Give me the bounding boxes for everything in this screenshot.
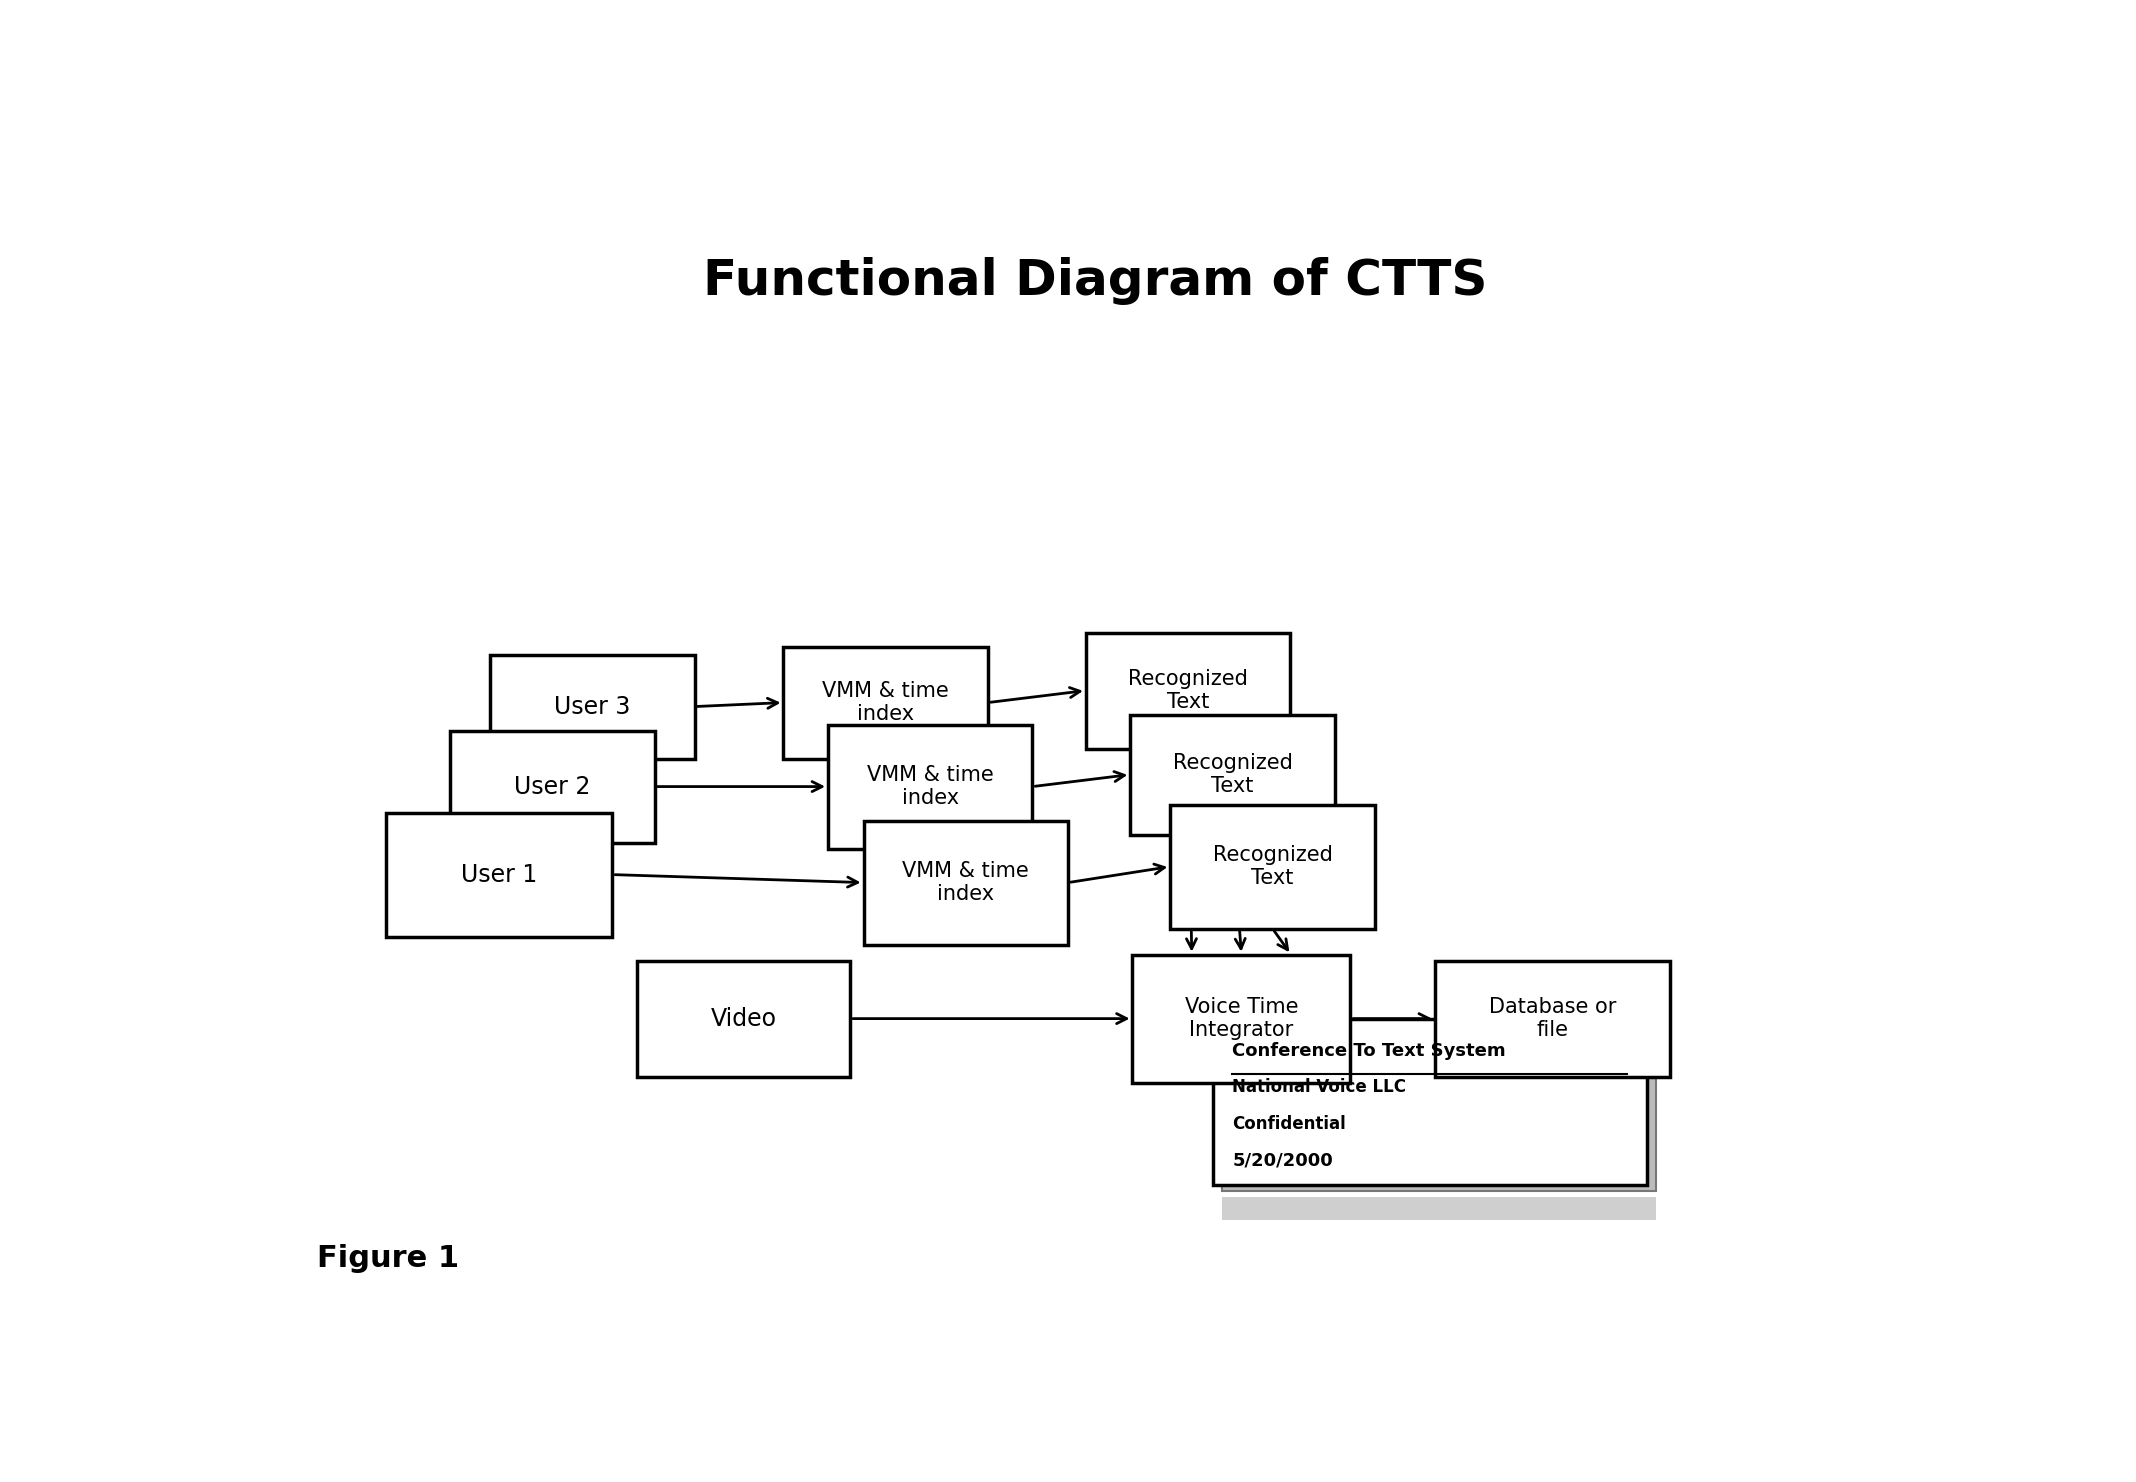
FancyBboxPatch shape — [863, 821, 1068, 944]
Text: Recognized
Text: Recognized Text — [1213, 845, 1333, 888]
Text: User 2: User 2 — [515, 775, 590, 799]
FancyBboxPatch shape — [784, 646, 989, 759]
Text: Database or
file: Database or file — [1489, 997, 1617, 1040]
FancyBboxPatch shape — [1130, 714, 1335, 834]
Text: VMM & time
index: VMM & time index — [822, 680, 948, 725]
FancyBboxPatch shape — [637, 960, 850, 1076]
Text: Recognized
Text: Recognized Text — [1173, 753, 1292, 796]
Text: Recognized
Text: Recognized Text — [1128, 668, 1247, 713]
FancyBboxPatch shape — [1435, 960, 1670, 1076]
FancyBboxPatch shape — [1171, 805, 1376, 929]
Text: User 3: User 3 — [553, 695, 630, 719]
FancyBboxPatch shape — [829, 725, 1032, 849]
Text: VMM & time
index: VMM & time index — [867, 765, 993, 808]
FancyBboxPatch shape — [1213, 1020, 1647, 1184]
Text: Voice Time
Integrator: Voice Time Integrator — [1185, 997, 1299, 1040]
Text: National Voice LLC: National Voice LLC — [1232, 1079, 1405, 1097]
FancyBboxPatch shape — [1222, 1197, 1655, 1220]
FancyBboxPatch shape — [489, 655, 694, 759]
Text: VMM & time
index: VMM & time index — [901, 861, 1030, 904]
Text: Confidential: Confidential — [1232, 1114, 1346, 1132]
Text: User 1: User 1 — [461, 863, 536, 886]
Text: Functional Diagram of CTTS: Functional Diagram of CTTS — [703, 256, 1487, 304]
FancyBboxPatch shape — [1132, 954, 1350, 1083]
Text: Video: Video — [711, 1006, 778, 1030]
Text: Conference To Text System: Conference To Text System — [1232, 1042, 1506, 1060]
FancyBboxPatch shape — [451, 731, 654, 843]
FancyBboxPatch shape — [1222, 1026, 1655, 1192]
Text: 5/20/2000: 5/20/2000 — [1232, 1152, 1333, 1169]
FancyBboxPatch shape — [387, 812, 613, 937]
FancyBboxPatch shape — [1085, 633, 1290, 748]
Text: Figure 1: Figure 1 — [316, 1245, 459, 1273]
